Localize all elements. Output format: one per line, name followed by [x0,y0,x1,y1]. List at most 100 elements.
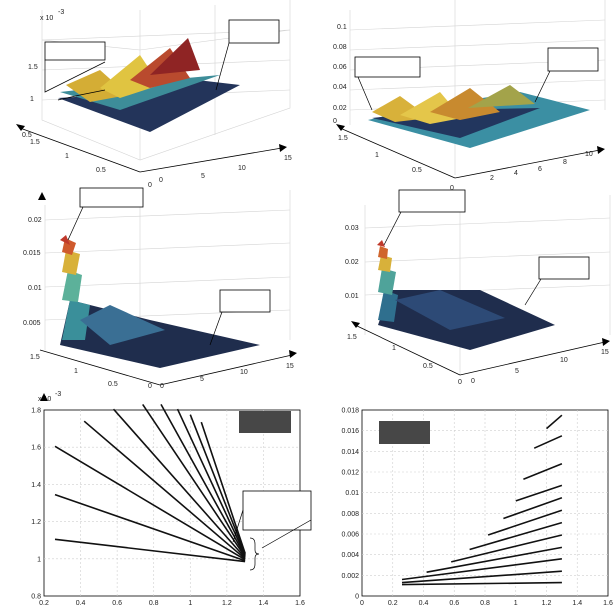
panel-c-left-tick-3: 0 [148,383,152,390]
panel-d-left-tick-2: 0.5 [423,363,433,370]
panel-b-right-arrow [597,146,605,154]
panel-d-surface-band-3 [378,255,392,272]
panel-b-grid-4 [349,79,606,91]
panel-f-grid [362,410,608,596]
panel-a-right-tick-2: 10 [238,165,246,172]
panel-f-y-tick-label: 0.004 [341,552,359,559]
panel-f-x-tick-label: 0.2 [388,600,398,607]
panel-f-x-tick-label: 1.6 [603,600,613,607]
panel-f-series-2 [401,570,562,584]
panel-e-y-tick-label: 1 [37,556,41,563]
panel-c-surface-band-2 [62,270,82,302]
panel-e-y-tick-label: 1.4 [31,482,41,489]
panel-f-series-4 [426,546,563,573]
panel-f-series-6 [469,521,563,551]
panel-b-z-tick-1: 0.02 [333,105,347,112]
panel-b-leader-right [534,70,551,103]
panel-e-ticks: 0.2 0.4 0.6 0.8 1 1.2 1.4 1.6 0.8 1 1.2 1.4 1.6 1.8 [31,408,305,608]
panel-b-surface-fold-3 [430,88,500,120]
panel-d-surface-tip [377,240,385,247]
panel-e-series-7 [160,404,246,557]
panel-a-highlight-line [57,89,106,101]
panel-d-left-tick-0: 1.5 [347,334,357,341]
panel-c-right-tick-1: 5 [200,376,204,383]
panel-f-series-10 [523,462,563,480]
panel-f-x-tick-label: 1.4 [572,600,582,607]
panel-b-z-tick-2: 0.04 [333,84,347,91]
panel-e-series-3 [54,445,246,561]
panel-b-right-tick-1: 4 [514,170,518,177]
panel-d-right-tick-0: 0 [471,378,475,385]
panel-a-z-tick-0: 1 [30,96,34,103]
panel-d-z-tick-2: 0.03 [345,225,359,232]
panel-f-y-tick-label: 0.014 [341,449,359,456]
panel-e-leader-1 [232,509,244,543]
panel-c-z-tick-2: 0.015 [23,250,41,257]
panel-f-y-tick-label: 0.006 [341,532,359,539]
panel-e-series-8 [176,408,246,556]
panel-e-x-tick-label: 1.4 [259,600,269,607]
panel-f-y-tick-label: 0.012 [341,470,359,477]
panel-c-z-tick-3: 0.02 [28,217,42,224]
panel-a-left-arrow [16,124,25,131]
panel-f-x-tick-label: 1 [514,600,518,607]
panel-f-x-tick-label: 1.2 [542,600,552,607]
panel-a-callout-left [44,41,106,61]
panel-f-series [401,414,563,586]
panel-d-left-axis [354,324,461,376]
panel-f-redacted-box [379,421,430,444]
panel-b: 0 0.02 0.04 0.06 0.08 0.1 1.5 1 0.5 0 2 … [333,0,606,192]
panel-d-right-tick-1: 5 [515,368,519,375]
panel-f-series-9 [515,484,563,502]
panel-d-surface-band-4 [378,246,388,259]
panel-d-left-arrow [351,321,360,328]
panel-e-series-6 [142,403,246,558]
panel-a: x 10 -3 1 1.5 0.5 1.5 1 0.5 0 0 5 10 15 [16,0,292,189]
panel-e-y-tick-label: 1.8 [31,408,41,415]
panel-e-y-arrow [40,393,48,401]
panel-d-right-axis [459,341,606,376]
panel-d-z-tick-1: 0.02 [345,259,359,266]
panel-b-left-tick-1: 1 [375,152,379,159]
panel-e-callout [242,490,312,531]
panel-b-right-axis [454,149,601,179]
panel-f-series-7 [487,509,563,536]
panel-b-left-tick-3: 0 [450,185,454,192]
panel-b-right-tick-4: 10 [585,151,593,158]
panel-b-right-tick-3: 8 [563,159,567,166]
panel-d-right-tick-2: 10 [560,357,568,364]
panel-e-brace [249,537,260,571]
panel-b-surface-fold-4 [468,85,535,108]
panel-b-right-tick-2: 6 [538,166,542,173]
panel-b-z-tick-0: 0 [333,118,337,125]
panel-f-x-tick-label: 0.4 [419,600,429,607]
panel-e-series-2 [54,493,246,562]
panel-d-surface-mid [395,290,505,330]
panel-c-surface-tip [60,235,70,245]
panel-c-grid-2 [44,242,291,254]
panel-e-series-9 [189,414,246,555]
panel-f-y-tick-label: 0.016 [341,428,359,435]
panel-e-x-tick-label: 1 [188,600,192,607]
panel-f-chart: 0 0.2 0.4 0.6 0.8 1 1.2 1.4 1.6 0 0.002 0.004 0.006 0… [341,408,613,608]
panel-f-x-tick-label: 0.6 [449,600,459,607]
panel-b-left-arrow [336,124,345,131]
panel-b-right-tick-0: 2 [490,175,494,182]
panel-c-z-tick-0: 0.005 [23,320,41,327]
panel-e-redacted-box [239,411,291,433]
panel-f-x-tick-label: 0.8 [480,600,490,607]
panel-d-callout-top [398,189,466,213]
panel-f-y-tick-label: 0.01 [345,490,359,497]
panel-c-leader-bottom [209,311,223,346]
panel-e-x-tick-label: 0.2 [39,600,49,607]
panel-a-left-extra: 0.5 [22,132,32,139]
panel-a-exponent-power: -3 [58,9,64,16]
panel-f-y-tick-label: 0.002 [341,573,359,580]
panel-d-surface-band-1 [378,290,398,322]
panel-e-series-5 [112,408,246,559]
panel-b-left-tick-2: 0.5 [412,167,422,174]
panel-f-x-tick-label: 0 [360,600,364,607]
panel-c-right-tick-2: 10 [240,369,248,376]
panel-e-exponent-power: -3 [55,391,61,398]
